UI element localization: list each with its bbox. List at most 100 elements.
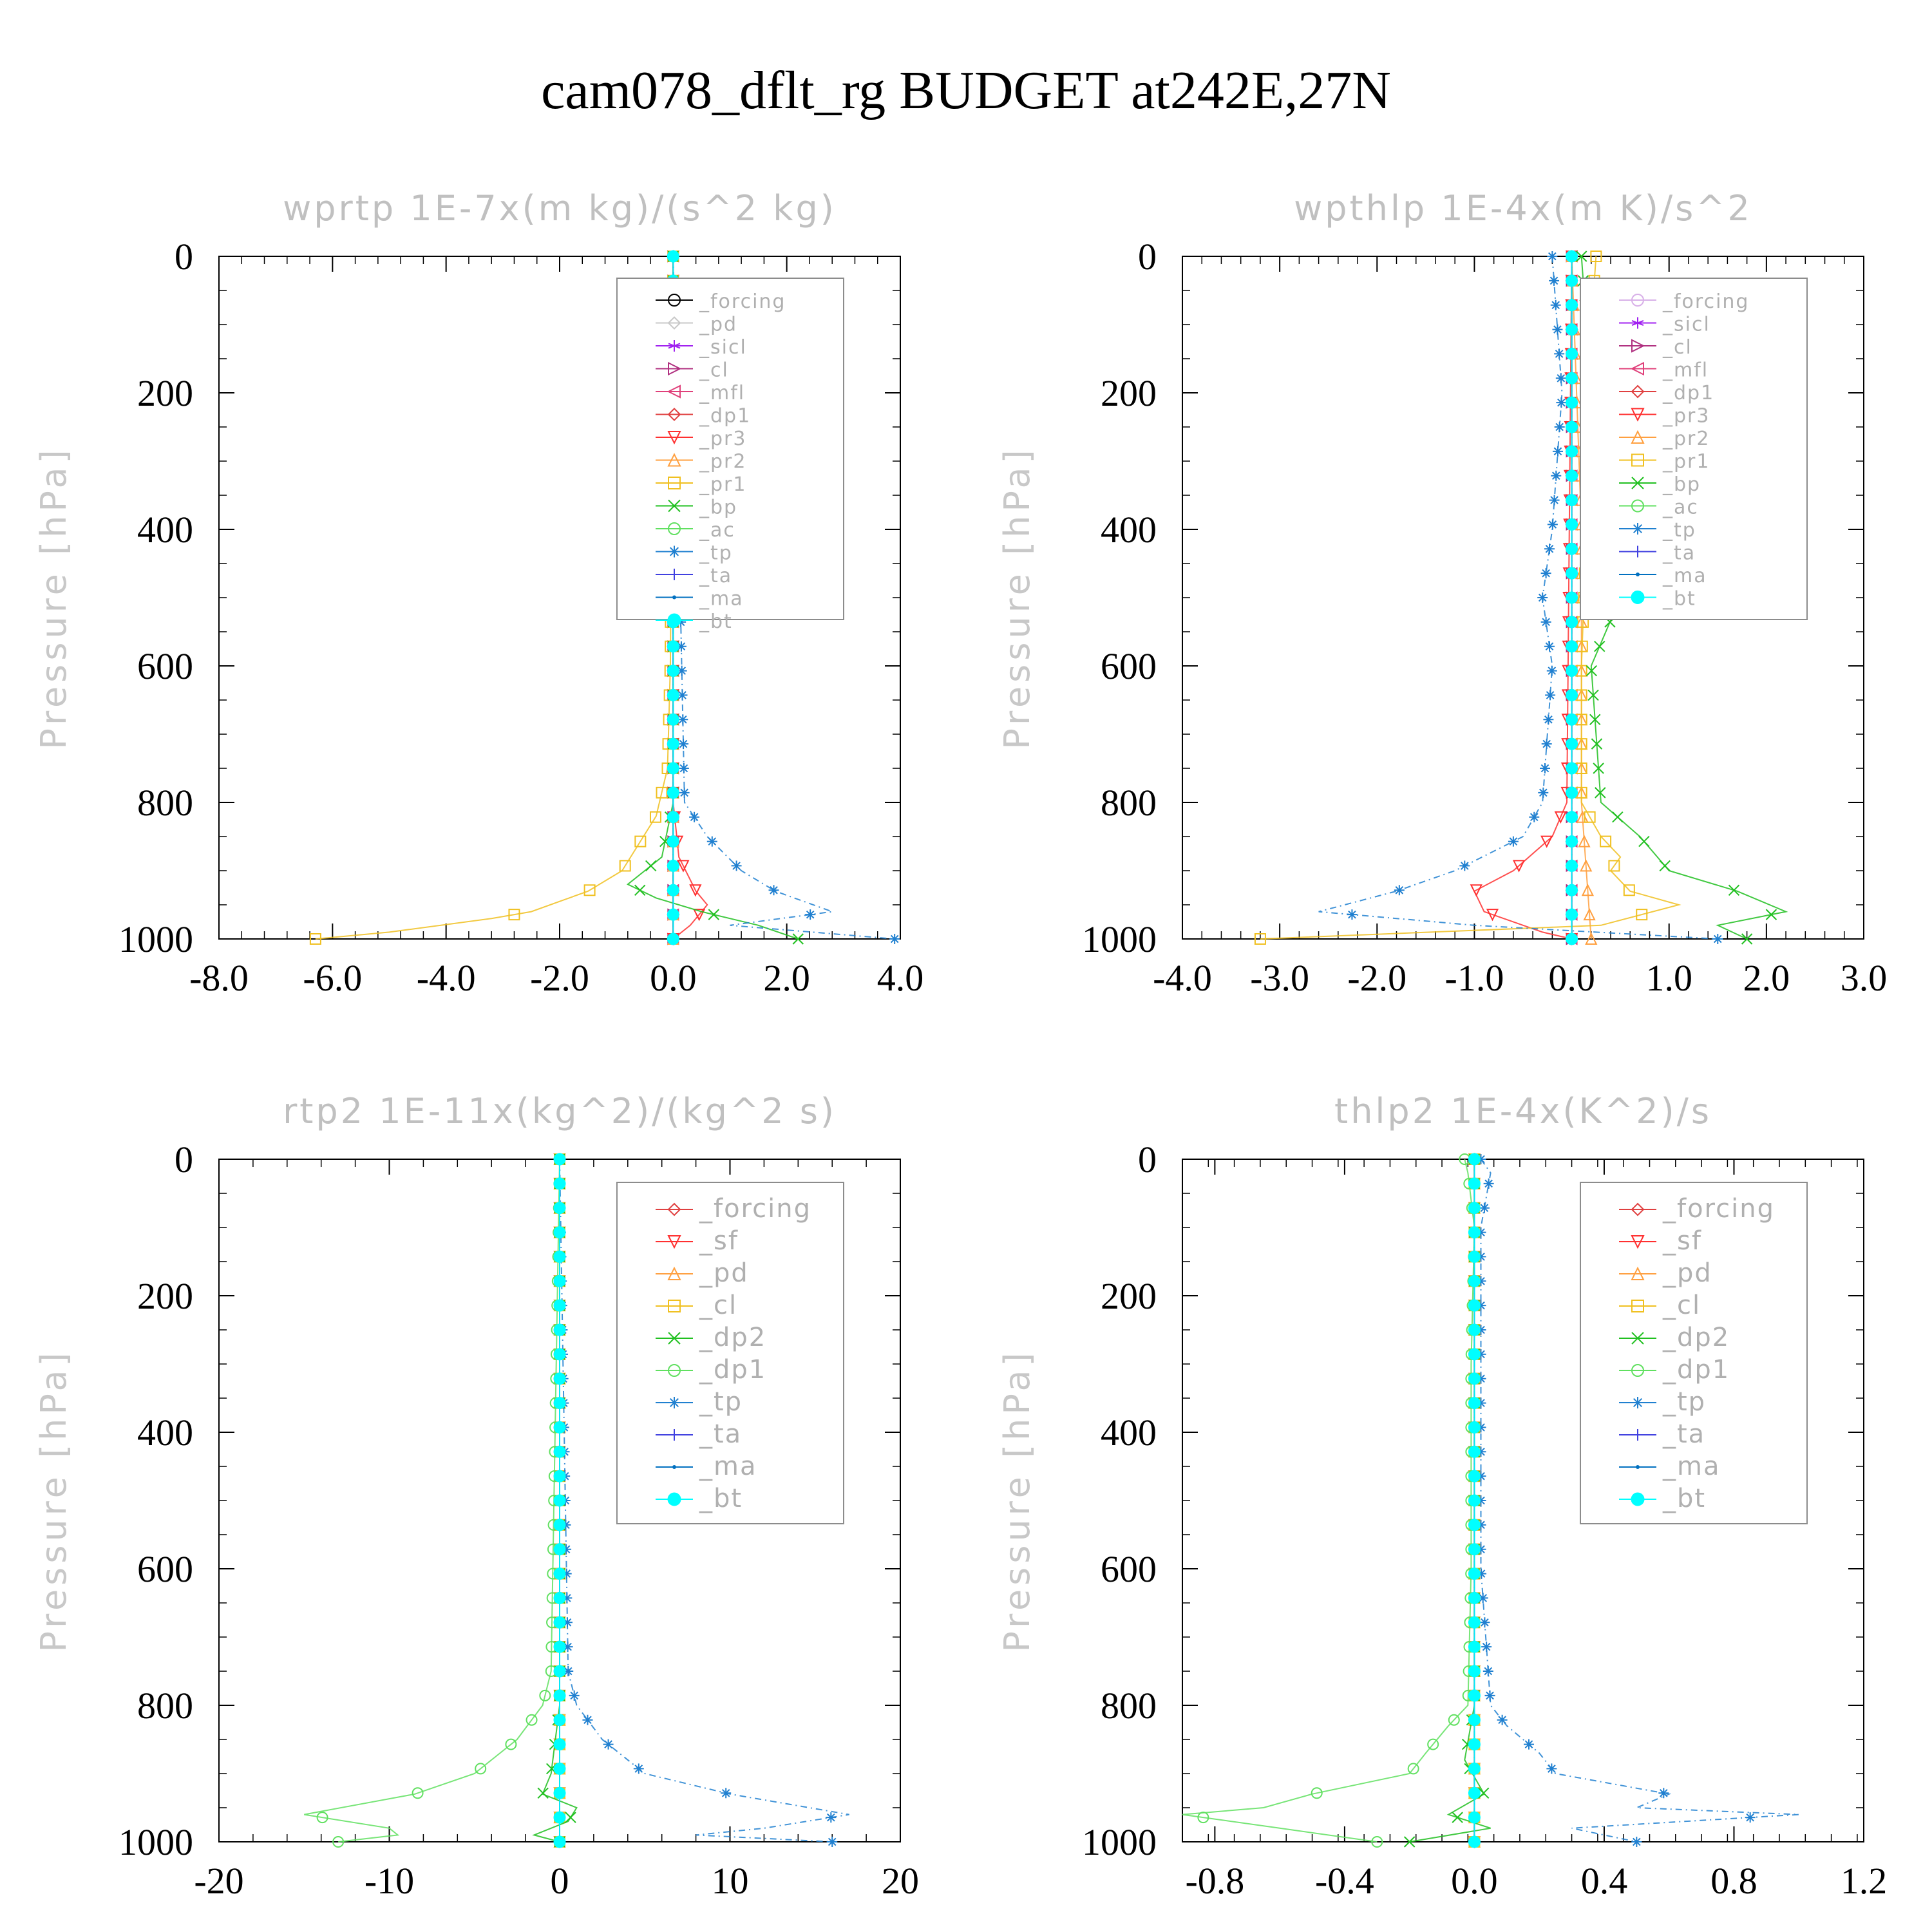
legend-item: _forcing: [1619, 1194, 1775, 1224]
x-tick-label: -2.0: [1347, 957, 1406, 999]
data-point: [565, 1812, 576, 1823]
legend-marker: [668, 569, 680, 580]
data-point: [1403, 1836, 1416, 1848]
legend-marker: [668, 1300, 681, 1312]
data-point: [1468, 1445, 1481, 1458]
legend-label: _bt: [699, 611, 733, 633]
data-point: [1459, 860, 1470, 871]
data-point: [561, 1568, 572, 1579]
y-axis-label: Pressure [hPa]: [33, 1349, 74, 1652]
data-point: [1483, 1178, 1494, 1189]
data-point: [553, 1714, 566, 1727]
legend-marker: [1632, 1397, 1643, 1408]
data-point: [667, 762, 679, 775]
chart-panel-2: wpthlp 1E-4x(m K)/s^2 Pressure [hPa] 0 200 4…: [997, 188, 1887, 999]
data-point: [1566, 494, 1578, 507]
data-point: [1468, 1348, 1481, 1361]
data-point: [1566, 567, 1578, 580]
legend-label: _forcing: [1662, 290, 1749, 313]
data-point: [667, 835, 679, 848]
legend-label: _ta: [1662, 542, 1696, 565]
legend-label: _pd: [699, 314, 737, 336]
legend-label: _pd: [699, 1258, 749, 1288]
data-point: [1481, 1642, 1492, 1653]
data-point: [667, 859, 679, 872]
data-point: [1468, 1640, 1481, 1653]
legend-item: _forcing: [656, 290, 784, 313]
legend-label: _dp2: [1662, 1323, 1730, 1352]
data-point: [1566, 518, 1578, 531]
data-point: [1475, 1251, 1486, 1262]
x-tick-label: 0: [551, 1860, 569, 1902]
data-point: [667, 640, 679, 653]
data-point: [316, 1812, 328, 1824]
data-point: [1590, 251, 1602, 262]
legend-item: _ta: [1619, 1419, 1705, 1449]
panel-title: wprtp 1E-7x(m kg)/(s^2 kg): [283, 188, 837, 229]
data-point: [553, 1323, 566, 1336]
data-point: [1475, 1276, 1486, 1287]
legend-label: _cl: [1662, 1291, 1701, 1320]
legend-item: _pd: [656, 314, 737, 336]
legend-label: _ta: [1662, 1419, 1705, 1449]
legend-item: _sicl: [1619, 314, 1709, 336]
data-point: [1497, 1714, 1508, 1725]
data-point: [1468, 1786, 1481, 1799]
data-point: [1479, 1617, 1490, 1628]
data-point: [1595, 787, 1606, 799]
data-point: [553, 1543, 566, 1556]
data-point: [721, 1788, 732, 1799]
data-point: [667, 665, 679, 677]
data-point: [1468, 1323, 1481, 1336]
data-point: [1638, 835, 1650, 848]
legend-item: _ta: [1619, 542, 1696, 565]
legend-label: _pr3: [1662, 405, 1710, 428]
data-point: [768, 885, 779, 896]
data-point: [1468, 1153, 1481, 1166]
data-point: [332, 1836, 345, 1848]
data-point: [1566, 786, 1578, 799]
data-point: [553, 1226, 566, 1239]
data-point: [583, 884, 596, 896]
legend-marker: [1631, 1235, 1645, 1249]
data-point: [553, 1153, 566, 1166]
legend-label: _mfl: [1662, 359, 1709, 382]
data-point: [1543, 714, 1554, 725]
x-tick-label: 0.4: [1581, 1860, 1628, 1902]
legend-label: _ma: [699, 588, 744, 611]
y-axis-label: Pressure [hPa]: [33, 446, 74, 749]
legend-label: _forcing: [1662, 1194, 1775, 1224]
y-tick-label: 600: [1101, 645, 1157, 687]
legend-item: _forcing: [656, 1194, 810, 1224]
data-point: [1508, 836, 1519, 847]
chart-panel-3: rtp2 1E-11x(kg^2)/(kg^2 s) Pressure [hPa]…: [33, 1091, 919, 1902]
data-point: [619, 860, 631, 872]
legend-item: _cl: [1619, 336, 1691, 359]
data-point: [1741, 933, 1753, 945]
legend-item: _sf: [656, 1226, 737, 1256]
data-point: [1566, 421, 1578, 433]
legend-label: _pr3: [699, 428, 746, 450]
legend-item: _dp1: [656, 405, 750, 428]
data-point: [1566, 396, 1578, 409]
data-point: [1468, 1835, 1481, 1848]
x-tick-label: 0.0: [1548, 957, 1595, 999]
data-point: [1552, 446, 1563, 457]
data-point: [1566, 688, 1578, 701]
legend-marker: [668, 477, 681, 489]
data-point: [1566, 469, 1578, 482]
data-point: [1486, 909, 1499, 922]
legend-marker: [667, 316, 681, 330]
y-tick-label: 400: [137, 1412, 193, 1454]
data-point: [805, 909, 816, 920]
x-tick-label: -2.0: [530, 957, 589, 999]
data-point: [1546, 665, 1557, 676]
legend-item: _ac: [656, 519, 734, 542]
y-tick-label: 800: [137, 1685, 193, 1727]
data-point: [553, 1397, 566, 1410]
legend-marker: [668, 294, 681, 307]
data-point: [1551, 470, 1562, 481]
data-point: [1524, 1739, 1534, 1750]
y-tick-label: 1000: [1082, 918, 1157, 960]
